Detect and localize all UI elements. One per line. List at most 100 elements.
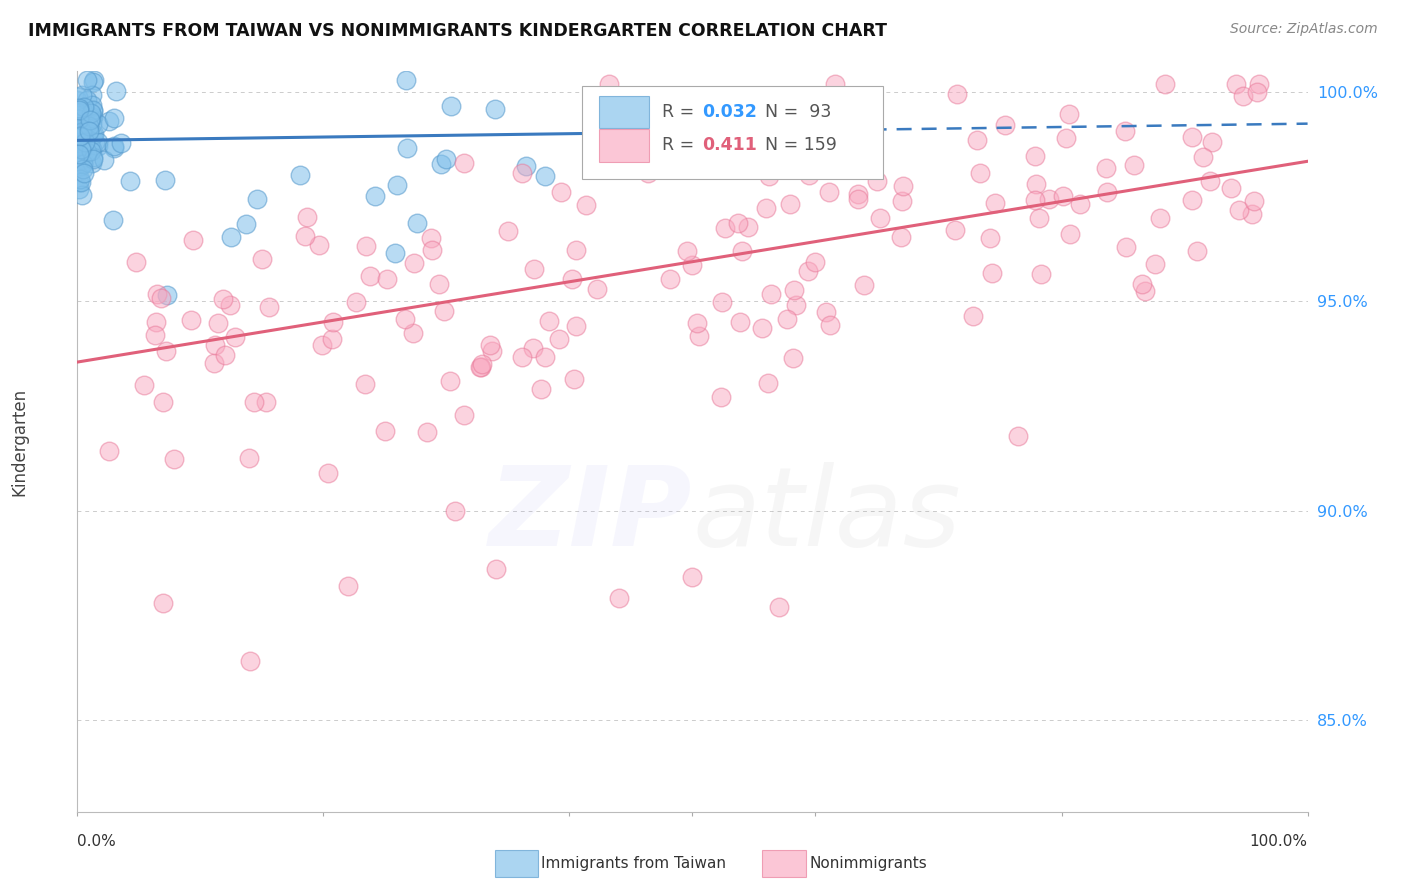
Point [681, 258, 703, 272]
Point [70, 142, 93, 156]
Point [84, 135, 107, 149]
Text: 100.0%: 100.0% [1250, 834, 1308, 849]
Point [994, 119, 1017, 133]
Point [93, 153, 115, 168]
Point [344, 295, 367, 310]
Point [1114, 124, 1136, 138]
Point [751, 320, 773, 334]
Point [710, 390, 733, 404]
Point [103, 141, 125, 155]
Point [633, 148, 655, 162]
Point [155, 343, 177, 358]
Point [768, 599, 790, 614]
Point [846, 192, 869, 206]
Point [444, 503, 467, 517]
Point [219, 298, 242, 312]
Point [67, 103, 90, 117]
Point [1225, 77, 1247, 91]
Point [1115, 240, 1137, 254]
Point [80, 144, 103, 158]
Point [515, 160, 537, 174]
Point [713, 221, 735, 235]
Point [66, 93, 89, 107]
Text: 0.032: 0.032 [703, 103, 758, 121]
Point [755, 201, 778, 215]
Point [212, 292, 235, 306]
Point [1038, 192, 1060, 206]
Point [984, 196, 1007, 211]
Point [852, 277, 875, 292]
Point [1249, 77, 1271, 91]
Point [866, 174, 889, 188]
Point [846, 187, 869, 202]
Point [66, 128, 89, 142]
Text: R =: R = [662, 136, 699, 154]
Point [322, 315, 344, 329]
Point [295, 210, 318, 224]
Point [75, 136, 97, 150]
Text: Immigrants from Taiwan: Immigrants from Taiwan [541, 856, 727, 871]
Point [804, 254, 827, 268]
Point [83, 73, 105, 87]
Point [67, 175, 90, 189]
Point [118, 174, 141, 188]
Text: IMMIGRANTS FROM TAIWAN VS NONIMMIGRANTS KINDERGARTEN CORRELATION CHART: IMMIGRANTS FROM TAIWAN VS NONIMMIGRANTS … [28, 22, 887, 40]
Point [143, 328, 166, 343]
Point [70, 125, 93, 139]
Point [354, 238, 377, 252]
Point [214, 348, 236, 362]
Point [66, 117, 89, 131]
Point [76, 117, 98, 131]
FancyBboxPatch shape [599, 95, 650, 128]
Point [98, 444, 121, 458]
Point [1181, 193, 1204, 207]
Point [1144, 256, 1167, 270]
Point [80, 142, 103, 156]
Point [377, 271, 399, 285]
Text: ZIP: ZIP [489, 462, 693, 569]
Text: 0.0%: 0.0% [77, 834, 117, 849]
Point [534, 350, 557, 364]
Point [70, 123, 93, 137]
Point [308, 238, 330, 252]
Point [436, 152, 458, 166]
Point [180, 313, 202, 327]
Point [420, 243, 443, 257]
Point [80, 97, 103, 112]
Point [69, 175, 91, 189]
Point [1130, 277, 1153, 291]
Point [980, 266, 1002, 280]
Point [416, 425, 439, 439]
Point [82, 88, 104, 103]
Point [69, 129, 91, 144]
Point [1123, 158, 1146, 172]
Point [510, 351, 533, 365]
Point [80, 156, 103, 170]
Point [69, 120, 91, 135]
Point [759, 286, 782, 301]
Point [523, 261, 546, 276]
Point [337, 579, 360, 593]
Point [259, 300, 281, 314]
Point [82, 110, 104, 124]
Point [1232, 89, 1254, 103]
Point [1192, 150, 1215, 164]
Point [70, 125, 93, 139]
Point [70, 188, 93, 202]
Point [481, 344, 503, 359]
Point [373, 424, 395, 438]
Point [783, 284, 806, 298]
Point [77, 119, 100, 133]
Point [83, 127, 105, 141]
Point [470, 359, 492, 374]
Point [202, 356, 225, 370]
Point [252, 252, 274, 267]
FancyBboxPatch shape [582, 87, 883, 178]
Point [394, 312, 416, 326]
Point [585, 282, 607, 296]
Text: Nonimmigrants: Nonimmigrants [810, 856, 928, 871]
Point [785, 297, 807, 311]
Point [818, 185, 841, 199]
Point [321, 332, 343, 346]
Point [254, 395, 277, 409]
